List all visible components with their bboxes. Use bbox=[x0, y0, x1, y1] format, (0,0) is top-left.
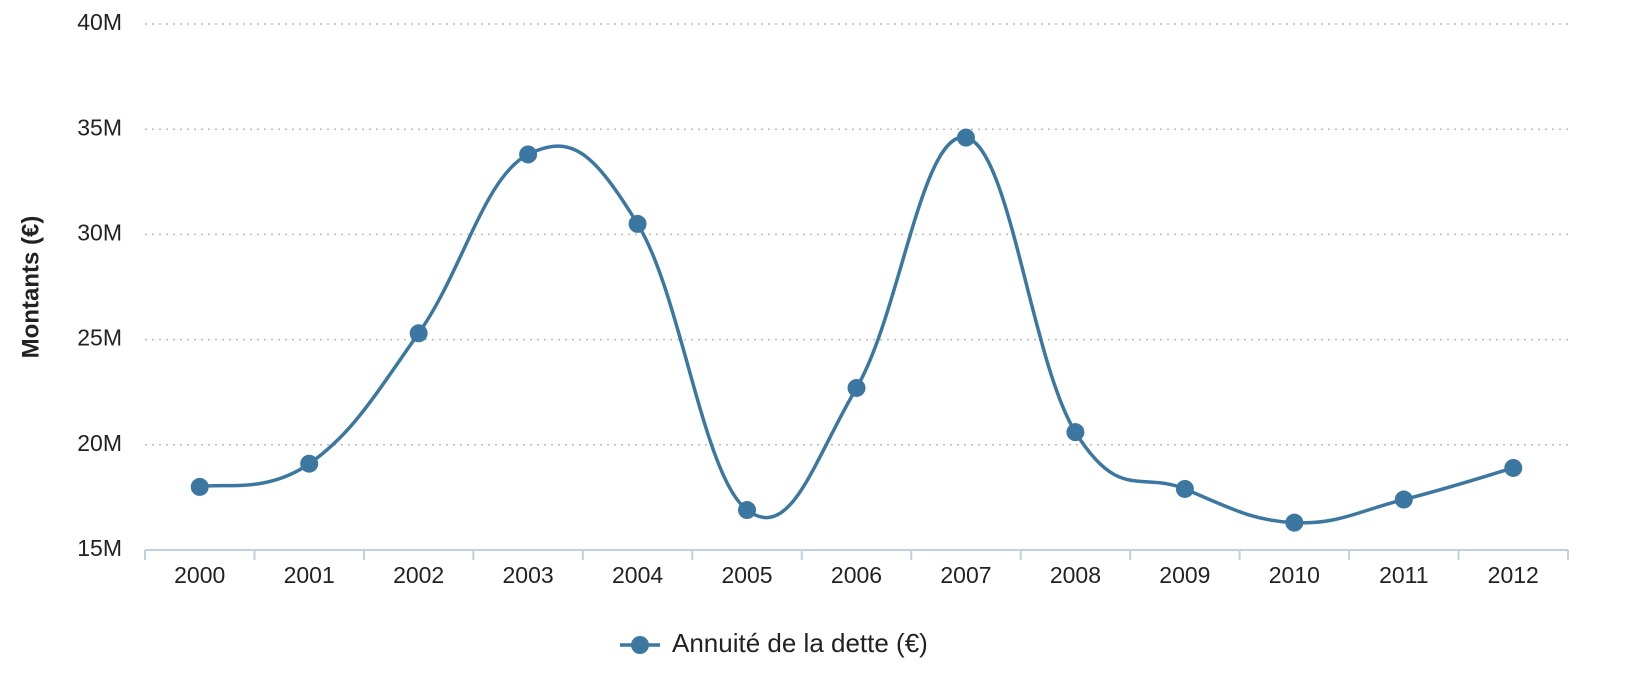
point bbox=[628, 214, 647, 233]
x-tick-label: 2003 bbox=[503, 562, 554, 588]
point bbox=[738, 501, 757, 520]
point bbox=[1066, 423, 1085, 442]
x-tick-label: 2001 bbox=[284, 562, 335, 588]
point bbox=[847, 378, 866, 397]
point bbox=[1285, 513, 1304, 532]
point bbox=[956, 128, 975, 147]
x-tick-label: 2011 bbox=[1379, 562, 1428, 588]
point bbox=[190, 477, 209, 496]
x-tick-label: 2008 bbox=[1050, 562, 1101, 588]
x-tick-label: 2002 bbox=[393, 562, 444, 588]
y-tick-label: 25M bbox=[77, 325, 122, 351]
line bbox=[199, 135, 1514, 525]
y-tick-label: 15M bbox=[77, 535, 122, 561]
x-tick-label: 2005 bbox=[721, 562, 772, 588]
x-tick-label: 2006 bbox=[831, 562, 882, 588]
legend-marker bbox=[631, 636, 649, 654]
point bbox=[519, 145, 538, 164]
point bbox=[1394, 490, 1413, 509]
point bbox=[1504, 458, 1523, 477]
x-tick-label: 2004 bbox=[612, 562, 663, 588]
point bbox=[300, 454, 319, 473]
x-tick-label: 2009 bbox=[1159, 562, 1210, 588]
x-tick-label: 2012 bbox=[1488, 562, 1539, 588]
y-axis-label: Montants (€) bbox=[17, 216, 44, 359]
x-tick-label: 2010 bbox=[1269, 562, 1320, 588]
x-tick-label: 2007 bbox=[940, 562, 991, 588]
legend-label: Annuité de la dette (€) bbox=[672, 628, 928, 658]
point bbox=[1175, 479, 1194, 498]
y-tick-label: 40M bbox=[77, 9, 122, 35]
y-tick-label: 20M bbox=[77, 430, 122, 456]
x-tick-label: 2000 bbox=[174, 562, 225, 588]
y-tick-label: 30M bbox=[77, 219, 122, 245]
y-tick-label: 35M bbox=[77, 114, 122, 140]
point bbox=[409, 324, 428, 343]
